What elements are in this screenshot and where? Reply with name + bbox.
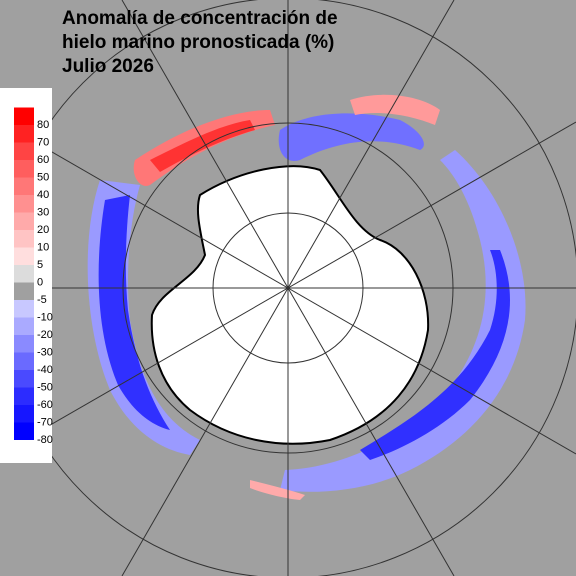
- colorbar-label: -40: [37, 364, 53, 376]
- colorbar-label: -5: [37, 294, 47, 306]
- colorbar-band: [14, 247, 34, 265]
- colorbar-band: [14, 387, 34, 405]
- colorbar-label: -80: [37, 434, 53, 446]
- anomaly: [150, 120, 255, 172]
- anomaly: [250, 480, 305, 500]
- colorbar: 807060504030201050-5-10-20-30-40-50-60-7…: [14, 107, 53, 446]
- colorbar-band: [14, 335, 34, 353]
- colorbar-band: [14, 230, 34, 248]
- anomaly: [98, 195, 170, 430]
- colorbar-band: [14, 405, 34, 423]
- anomaly: [280, 150, 526, 492]
- colorbar-band: [14, 265, 34, 283]
- colorbar-label: 60: [37, 154, 49, 166]
- title-line: Julio 2026: [62, 56, 154, 77]
- colorbar-label: 30: [37, 206, 49, 218]
- colorbar-label: -60: [37, 399, 53, 411]
- colorbar-band: [14, 282, 34, 300]
- colorbar-label: 20: [37, 224, 49, 236]
- colorbar-label: 80: [37, 119, 49, 131]
- colorbar-label: -30: [37, 346, 53, 358]
- colorbar-band: [14, 300, 34, 318]
- colorbar-label: 5: [37, 259, 43, 271]
- colorbar-band: [14, 177, 34, 195]
- colorbar-band: [14, 107, 34, 125]
- colorbar-band: [14, 160, 34, 178]
- anomaly: [350, 94, 440, 125]
- colorbar-label: -70: [37, 416, 53, 428]
- colorbar-label: -50: [37, 381, 53, 393]
- title-line: Anomalía de concentración de: [62, 8, 338, 29]
- anomaly-fields: [87, 94, 526, 500]
- colorbar-label: 10: [37, 241, 49, 253]
- colorbar-band: [14, 212, 34, 230]
- colorbar-label: -10: [37, 311, 53, 323]
- colorbar-band: [14, 195, 34, 213]
- anomaly: [360, 250, 510, 460]
- colorbar-band: [14, 422, 34, 440]
- colorbar-label: -20: [37, 329, 53, 341]
- meridian: [0, 121, 576, 455]
- colorbar-label: 70: [37, 136, 49, 148]
- title-line: hielo marino pronosticada (%): [62, 32, 334, 53]
- colorbar-label: 40: [37, 189, 49, 201]
- colorbar-band: [14, 352, 34, 370]
- colorbar-band: [14, 370, 34, 388]
- colorbar-band: [14, 317, 34, 335]
- colorbar-band: [14, 125, 34, 143]
- colorbar-label: 50: [37, 171, 49, 183]
- colorbar-label: 0: [37, 276, 43, 288]
- antarctica: [150, 165, 430, 445]
- colorbar-band: [14, 142, 34, 160]
